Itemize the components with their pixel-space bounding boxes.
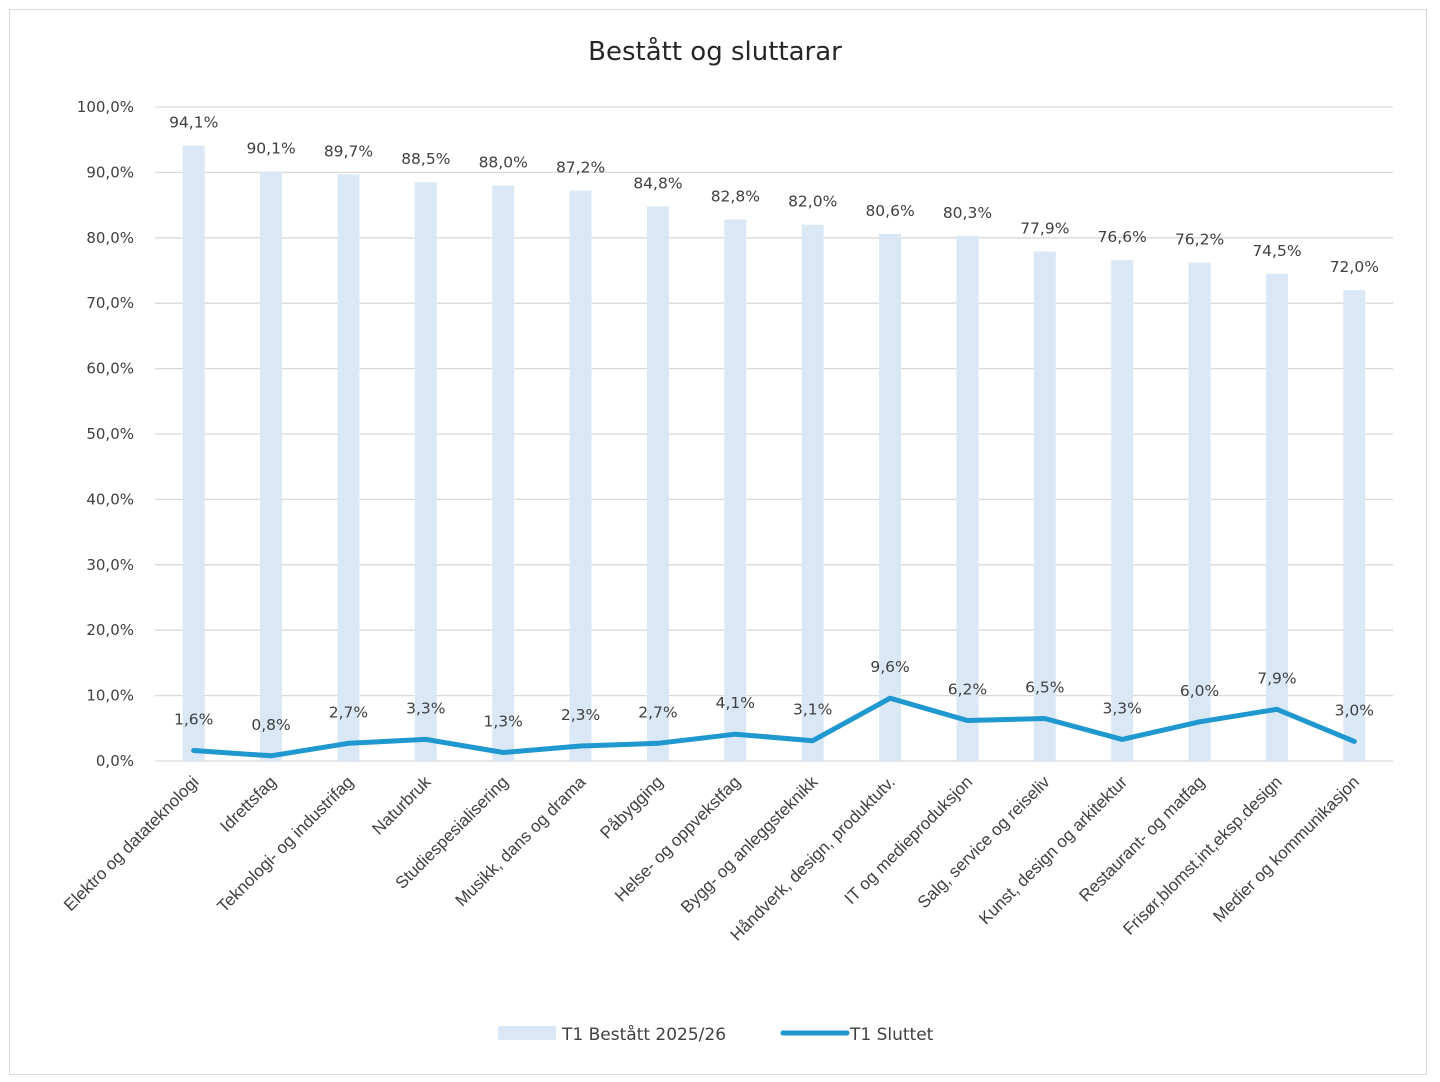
bar [956, 235, 979, 761]
bar [414, 182, 437, 761]
x-category-label: Restaurant- og matfag [1075, 772, 1208, 905]
y-tick-label: 30,0% [86, 556, 134, 574]
y-tick-label: 20,0% [86, 621, 134, 639]
bar-data-label: 76,2% [1175, 231, 1224, 249]
bar-data-label: 77,9% [1020, 220, 1069, 238]
bar-data-label: 87,2% [556, 159, 605, 177]
line-data-label: 4,1% [716, 694, 755, 712]
x-category-label: Bygg- og anleggsteknikk [677, 772, 822, 917]
line-data-label: 2,3% [561, 706, 600, 724]
line-data-labels: 1,6% 0,8% 2,7% 3,3% 1,3% 2,3% 2,7% 4,1% 3,1% 9,6%… [174, 658, 1374, 734]
x-category-label: Medier og kommunikasjon [1209, 772, 1363, 926]
bar [1343, 290, 1366, 761]
line-series [191, 695, 1357, 759]
x-category-label: Idrettsfag [216, 772, 280, 836]
line-data-label: 2,7% [638, 703, 677, 721]
bar [801, 224, 824, 762]
bar-data-label: 88,0% [479, 153, 528, 171]
y-tick-label: 100,0% [77, 98, 134, 116]
line-data-label: 6,2% [948, 680, 987, 698]
bar [1265, 273, 1288, 761]
y-tick-label: 0,0% [96, 752, 134, 770]
x-category-label: Teknologi- og industrifag [214, 772, 358, 916]
bar-data-label: 80,6% [865, 202, 914, 220]
y-tick-label: 80,0% [86, 229, 134, 247]
bar [260, 171, 283, 762]
bar-data-label: 90,1% [246, 140, 295, 158]
bar-data-label: 82,0% [788, 193, 837, 211]
x-category-label: Håndverk, design, produktutv. [727, 772, 899, 944]
x-category-label: Musikk, dans og drama [452, 772, 590, 910]
line-data-label: 1,6% [174, 711, 213, 729]
bars [182, 145, 1366, 762]
x-axis-categories: Elektro og datateknologi IdrettsfagTeknol… [60, 772, 1363, 945]
bar-data-label: 80,3% [943, 204, 992, 222]
bar-data-label: 88,5% [401, 150, 450, 168]
bar [492, 185, 515, 762]
bar [569, 190, 592, 761]
y-tick-label: 60,0% [86, 360, 134, 378]
bar-data-label: 74,5% [1252, 242, 1301, 260]
y-tick-label: 10,0% [86, 687, 134, 705]
y-axis-ticks: 0,0% 10,0% 20,0% 30,0% 40,0% 50,0% 60,0% 70,0% 8… [77, 98, 134, 770]
x-category-label: Elektro og datateknologi [60, 772, 202, 914]
legend: T1 Bestått 2025/26 T1 Sluttet [498, 1024, 934, 1045]
line-data-label: 2,7% [329, 703, 368, 721]
legend-swatch-bar [498, 1026, 556, 1040]
gridlines [155, 106, 1393, 762]
legend-label-bar: T1 Bestått 2025/26 [561, 1024, 726, 1045]
bar [1111, 260, 1134, 761]
y-tick-label: 90,0% [86, 163, 134, 181]
x-category-label: Påbygging [597, 772, 667, 842]
bar-data-label: 84,8% [633, 174, 682, 192]
line-data-label: 3,3% [1102, 699, 1141, 717]
bar [646, 206, 669, 761]
legend-label-line: T1 Sluttet [849, 1025, 934, 1045]
bar [724, 219, 747, 761]
line-data-label: 3,1% [793, 701, 832, 719]
line-sluttet [191, 695, 1357, 759]
line-data-label: 9,6% [870, 658, 909, 676]
bar-data-labels: 94,1% 90,1% 89,7% 88,5% 88,0% 87,2% 84,8% 82,8%… [169, 114, 1379, 277]
bar-data-label: 76,6% [1098, 228, 1147, 246]
line-data-label: 0,8% [251, 716, 290, 734]
y-tick-label: 40,0% [86, 490, 134, 508]
bar-data-label: 82,8% [711, 187, 760, 205]
line-data-label: 6,0% [1180, 682, 1219, 700]
bar [182, 145, 205, 761]
x-category-label: Naturbruk [368, 772, 435, 839]
x-category-label: Salg, service og reiseliv [914, 772, 1054, 912]
line-data-label: 3,3% [406, 699, 445, 717]
bar-data-label: 72,0% [1330, 258, 1379, 276]
x-category-label: IT og medieproduksjon [841, 772, 976, 907]
x-category-label: Kunst, design og arkitektur [975, 772, 1131, 928]
bar [1033, 251, 1056, 761]
bar-data-label: 89,7% [324, 142, 373, 160]
line-data-label: 6,5% [1025, 678, 1064, 696]
bar [337, 174, 360, 761]
x-category-label: Frisør,blomst,int,eksp.design [1119, 772, 1285, 938]
line-data-label: 7,9% [1257, 669, 1296, 687]
bar [879, 233, 902, 762]
y-tick-label: 70,0% [86, 294, 134, 312]
bar [1188, 262, 1211, 761]
y-tick-label: 50,0% [86, 425, 134, 443]
line-data-label: 3,0% [1335, 701, 1374, 719]
chart-title: Bestått og sluttarar [588, 36, 842, 67]
line-data-label: 1,3% [483, 712, 522, 730]
bar-data-label: 94,1% [169, 114, 218, 132]
x-category-label: Helse- og oppvekstfag [611, 772, 744, 905]
